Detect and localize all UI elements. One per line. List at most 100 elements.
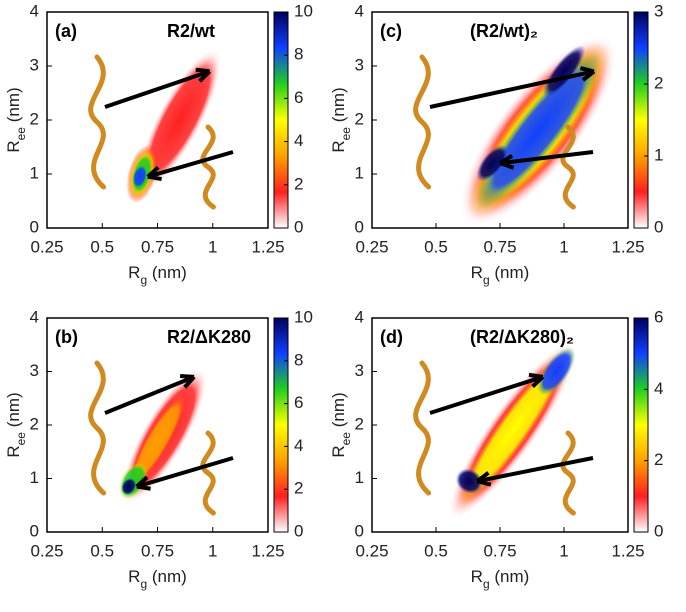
x-axis-label: Rg (nm): [128, 263, 187, 287]
y-axis-label-sub: ee: [339, 432, 353, 446]
density-region: [137, 48, 222, 192]
arrow: [429, 374, 544, 415]
y-tick-label: 4: [30, 1, 39, 20]
panel-title: (R2/wt)₂: [470, 21, 538, 41]
arrow-head: [180, 373, 196, 389]
x-tick-label: 0.75: [141, 237, 174, 256]
x-tick-label: 0.75: [483, 237, 516, 256]
x-tick-label: 0.5: [424, 237, 448, 256]
x-tick-label: 0.5: [424, 541, 448, 560]
x-tick-label: 0.25: [30, 541, 63, 560]
x-tick-label: 1.25: [611, 237, 644, 256]
colorbar-tick-label: 3: [654, 1, 663, 20]
x-tick-label: 1.25: [611, 541, 644, 560]
density-region: [537, 347, 576, 396]
panel-label: (d): [380, 327, 403, 347]
peptide-ribbon: [413, 54, 432, 190]
colorbar-tick-label: 0: [654, 521, 663, 540]
arrow: [104, 374, 195, 415]
y-axis-label-main: R: [329, 140, 348, 152]
x-tick-label: 0.5: [90, 237, 114, 256]
arrow-head: [195, 67, 212, 83]
peptide-ribbon: [88, 360, 107, 496]
x-tick-label: 0.25: [355, 541, 388, 560]
x-axis-label-sub: g: [483, 577, 490, 591]
x-tick-label: 0.25: [355, 237, 388, 256]
colorbar-tick-label: 2: [294, 174, 303, 193]
panel-title: R2/ΔK280: [167, 327, 251, 347]
colorbar: [273, 317, 289, 533]
panel-title: (R2/ΔK280)₂: [470, 327, 574, 347]
y-axis-label: Ree (nm): [329, 392, 353, 457]
x-axis-label-sub: g: [140, 273, 147, 287]
arrow-head: [528, 372, 545, 388]
x-tick-label: 1.25: [251, 237, 284, 256]
density-region: [476, 144, 508, 182]
y-tick-label: 0: [355, 521, 364, 540]
peptide-ribbon: [200, 430, 216, 516]
x-axis-label-sub: g: [140, 577, 147, 591]
y-tick-label: 1: [30, 468, 39, 487]
panel-title: R2/wt: [167, 21, 215, 41]
x-tick-label: 0.5: [90, 541, 114, 560]
x-axis-label-unit: (nm): [490, 263, 530, 282]
y-axis-label: Ree (nm): [329, 87, 353, 152]
x-tick-label: 1: [208, 541, 217, 560]
x-axis-label-unit: (nm): [490, 567, 530, 586]
y-tick-label: 3: [30, 55, 39, 74]
peptide-ribbon: [560, 430, 576, 516]
y-tick-label: 4: [30, 307, 39, 326]
y-tick-label: 2: [355, 109, 364, 128]
arrow: [136, 456, 234, 489]
density-region: [455, 468, 483, 494]
y-axis-label: Ree (nm): [4, 87, 28, 152]
arrow-head: [579, 66, 596, 82]
arrow: [476, 456, 594, 484]
panel-label: (b): [55, 327, 78, 347]
y-tick-label: 3: [355, 55, 364, 74]
x-tick-label: 0.75: [483, 541, 516, 560]
arrow: [147, 150, 234, 179]
colorbar-tick-label: 0: [654, 217, 663, 236]
x-axis-label: Rg (nm): [471, 263, 530, 287]
y-axis-label-unit: (nm): [329, 87, 348, 127]
peptide-ribbon: [560, 124, 576, 210]
colorbar-tick-label: 10: [294, 1, 313, 20]
y-tick-label: 0: [355, 217, 364, 236]
colorbar-tick-label: 4: [294, 131, 303, 150]
peptide-ribbon: [413, 360, 432, 496]
arrow: [429, 69, 595, 109]
y-tick-label: 1: [30, 163, 39, 182]
y-tick-label: 2: [30, 109, 39, 128]
y-axis-label-unit: (nm): [4, 392, 23, 432]
y-tick-label: 4: [355, 307, 364, 326]
density-region: [132, 164, 148, 189]
arrow: [500, 150, 594, 166]
y-axis-label-sub: ee: [14, 432, 28, 446]
y-axis-label-sub: ee: [339, 127, 353, 141]
y-tick-label: 3: [30, 361, 39, 380]
arrow-head: [476, 471, 492, 487]
density-region: [121, 477, 137, 496]
x-tick-label: 1: [559, 541, 568, 560]
arrow: [104, 69, 211, 109]
y-tick-label: 3: [355, 361, 364, 380]
x-axis-label-unit: (nm): [147, 567, 187, 586]
colorbar: [633, 317, 649, 533]
y-axis-label-unit: (nm): [329, 392, 348, 432]
colorbar-tick-label: 6: [294, 88, 303, 107]
colorbar-tick-label: 2: [294, 479, 303, 498]
x-axis-label: Rg (nm): [471, 567, 530, 591]
x-axis-label-sub: g: [483, 273, 490, 287]
y-tick-label: 2: [30, 414, 39, 433]
arrow-head: [146, 165, 162, 182]
y-tick-label: 0: [30, 217, 39, 236]
colorbar-tick-label: 2: [654, 450, 663, 469]
x-axis-label-main: R: [471, 567, 483, 586]
colorbar-tick-label: 0: [294, 521, 303, 540]
x-tick-label: 0.25: [30, 237, 63, 256]
